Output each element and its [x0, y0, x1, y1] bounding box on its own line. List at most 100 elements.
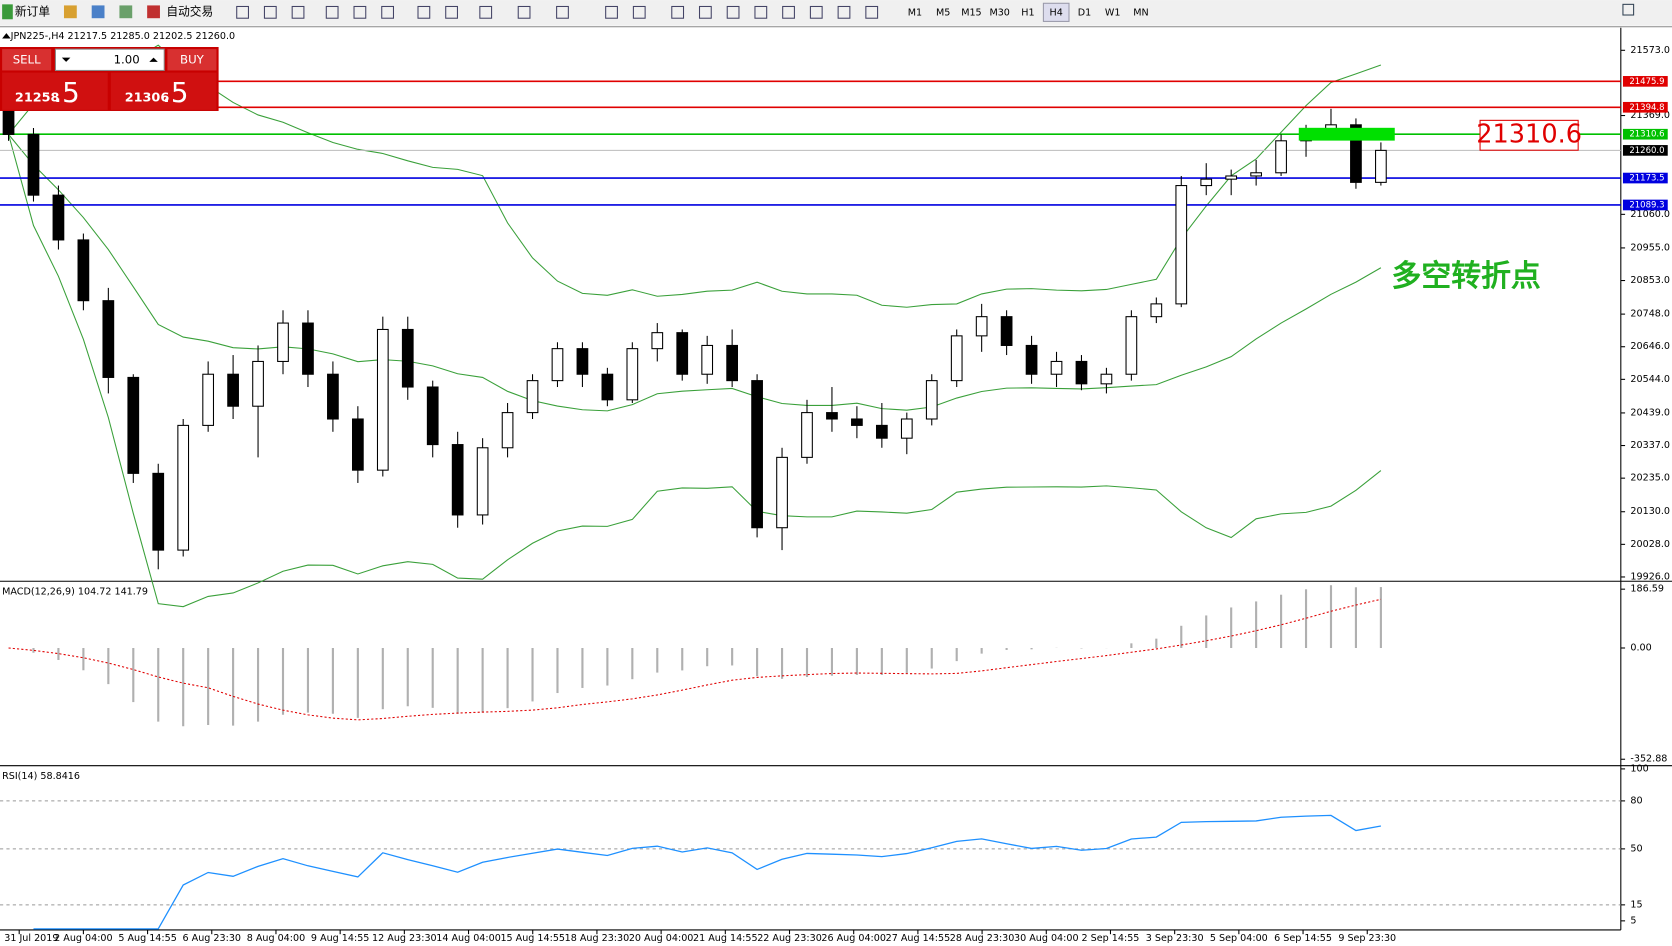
annotation-price: 21310.6 — [1476, 119, 1582, 149]
candle-body — [177, 424, 190, 551]
new-order-button[interactable]: 新订单 — [15, 4, 50, 18]
candle-body — [77, 239, 90, 302]
candle-body — [1350, 124, 1362, 183]
sell-button[interactable] — [2, 49, 52, 71]
toolbar-icon[interactable] — [236, 5, 249, 19]
toolbar-icon[interactable] — [865, 5, 879, 19]
toolbar-icon[interactable] — [726, 5, 740, 19]
x-tick-label: 22 Aug 23:30 — [757, 933, 822, 944]
x-tick-label: 5 Aug 14:55 — [118, 933, 176, 944]
candle-body — [52, 194, 65, 241]
buy-price: 21306 — [125, 91, 170, 106]
toolbar-icon[interactable] — [445, 5, 458, 19]
toolbar-icon[interactable] — [632, 5, 646, 19]
timeframe-button[interactable]: MN — [1133, 7, 1148, 18]
candle-body — [476, 447, 489, 516]
price-level-tag — [1622, 76, 1668, 87]
annotation-note: 多空转折点 — [1392, 259, 1541, 294]
bollinger-band — [8, 134, 1382, 412]
candle-body — [950, 335, 963, 382]
timeframe-button[interactable]: H4 — [1050, 7, 1063, 18]
x-tick-label: 8 Aug 04:00 — [247, 933, 305, 944]
x-tick-label: 6 Sep 14:55 — [1274, 933, 1332, 944]
macd-tick-label: 186.59 — [1630, 584, 1664, 595]
toolbar-icon[interactable] — [605, 5, 618, 19]
y-tick-label: 20748.0 — [1630, 309, 1670, 320]
toolbar-icon[interactable] — [809, 5, 823, 19]
toolbar-icon[interactable] — [556, 5, 569, 19]
toolbar-icon[interactable] — [698, 5, 712, 19]
candle-body — [1050, 360, 1063, 375]
rsi-tick-label: 100 — [1630, 763, 1648, 774]
macd-title: MACD(12,26,9) 104.72 141.79 — [2, 586, 148, 597]
toolbar-icon[interactable] — [263, 5, 277, 19]
buy-button[interactable] — [167, 49, 217, 71]
buy-price-box[interactable] — [110, 72, 217, 110]
macd-tick-label: -352.88 — [1630, 754, 1667, 765]
y-tick-label: 20544.0 — [1630, 374, 1670, 385]
current-price-tag — [1622, 145, 1668, 156]
candle-body — [875, 424, 888, 439]
timeframe-button[interactable]: H1 — [1021, 7, 1034, 18]
timeframe-button[interactable]: M5 — [936, 7, 950, 18]
candle-body — [751, 380, 763, 529]
x-tick-label: 20 Aug 04:00 — [629, 933, 694, 944]
toolbar-icon[interactable] — [353, 5, 367, 19]
x-tick-label: 28 Aug 23:30 — [950, 933, 1015, 944]
toolbar-icon[interactable] — [517, 5, 531, 19]
timeframe-button[interactable]: M15 — [961, 7, 981, 18]
candle-body — [202, 373, 215, 426]
rsi-tick-label: 80 — [1630, 795, 1642, 806]
toolbar-icons — [236, 5, 879, 19]
timeframe-button[interactable]: M1 — [908, 7, 922, 18]
toolbar-icon[interactable] — [671, 5, 685, 19]
y-tick-label: 20646.0 — [1630, 341, 1670, 352]
x-tick-label: 2 Aug 04:00 — [54, 933, 113, 944]
candle-body — [776, 456, 788, 529]
toolbar-icon[interactable] — [837, 5, 851, 19]
candle-body — [102, 300, 115, 378]
timeframe-button[interactable]: D1 — [1078, 7, 1091, 18]
candle-body — [1000, 316, 1013, 346]
sell-price-box[interactable] — [2, 72, 108, 110]
lots-input[interactable] — [54, 48, 165, 71]
price-level-label: 21394.8 — [1629, 103, 1664, 113]
y-tick-label: 21060.0 — [1630, 209, 1670, 220]
candle-body — [526, 380, 539, 414]
candle-body — [426, 386, 439, 446]
toolbar-icon[interactable] — [325, 5, 339, 19]
toolbar-icon[interactable] — [782, 5, 795, 19]
timeframe-button[interactable]: M30 — [989, 7, 1009, 18]
auto-trade-icon[interactable] — [147, 5, 160, 19]
candle-body — [1275, 140, 1287, 174]
toolbar-icon[interactable] — [417, 5, 431, 19]
candle-body — [252, 360, 264, 407]
candle-body — [1375, 149, 1387, 183]
tool-icon[interactable] — [63, 5, 77, 19]
timeframe-button[interactable]: W1 — [1105, 7, 1121, 18]
lots-down[interactable] — [61, 57, 71, 62]
search-icon[interactable] — [1622, 3, 1635, 16]
lots-value[interactable]: 1.00 — [114, 52, 140, 66]
y-tick-label: 20028.0 — [1630, 539, 1670, 550]
x-tick-label: 21 Aug 14:55 — [693, 933, 758, 944]
candle-body — [826, 412, 838, 420]
toolbar-icon[interactable] — [381, 5, 395, 19]
lots-up[interactable] — [149, 57, 158, 62]
rsi-tick-label: 15 — [1630, 899, 1642, 910]
tool-icon[interactable] — [91, 5, 105, 19]
tool-icon[interactable] — [119, 5, 133, 19]
auto-trade-button[interactable]: 自动交易 — [166, 4, 213, 18]
candle-body — [975, 316, 988, 337]
toolbar — [0, 0, 1672, 26]
sell-label[interactable]: SELL — [13, 52, 41, 66]
x-tick-label: 12 Aug 23:30 — [372, 933, 437, 944]
toolbar-icon[interactable] — [291, 5, 305, 19]
toolbar-icon[interactable] — [754, 5, 768, 19]
y-tick-label: 19926.0 — [1630, 571, 1670, 582]
collapse-arrow[interactable] — [2, 33, 11, 39]
toolbar-icon[interactable] — [479, 5, 493, 19]
new-order-icon[interactable] — [2, 4, 13, 20]
buy-label[interactable]: BUY — [180, 52, 205, 66]
